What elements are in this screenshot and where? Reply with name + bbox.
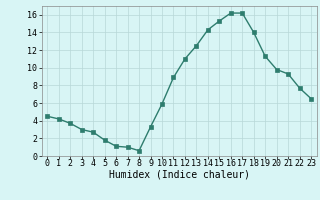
X-axis label: Humidex (Indice chaleur): Humidex (Indice chaleur)	[109, 169, 250, 179]
